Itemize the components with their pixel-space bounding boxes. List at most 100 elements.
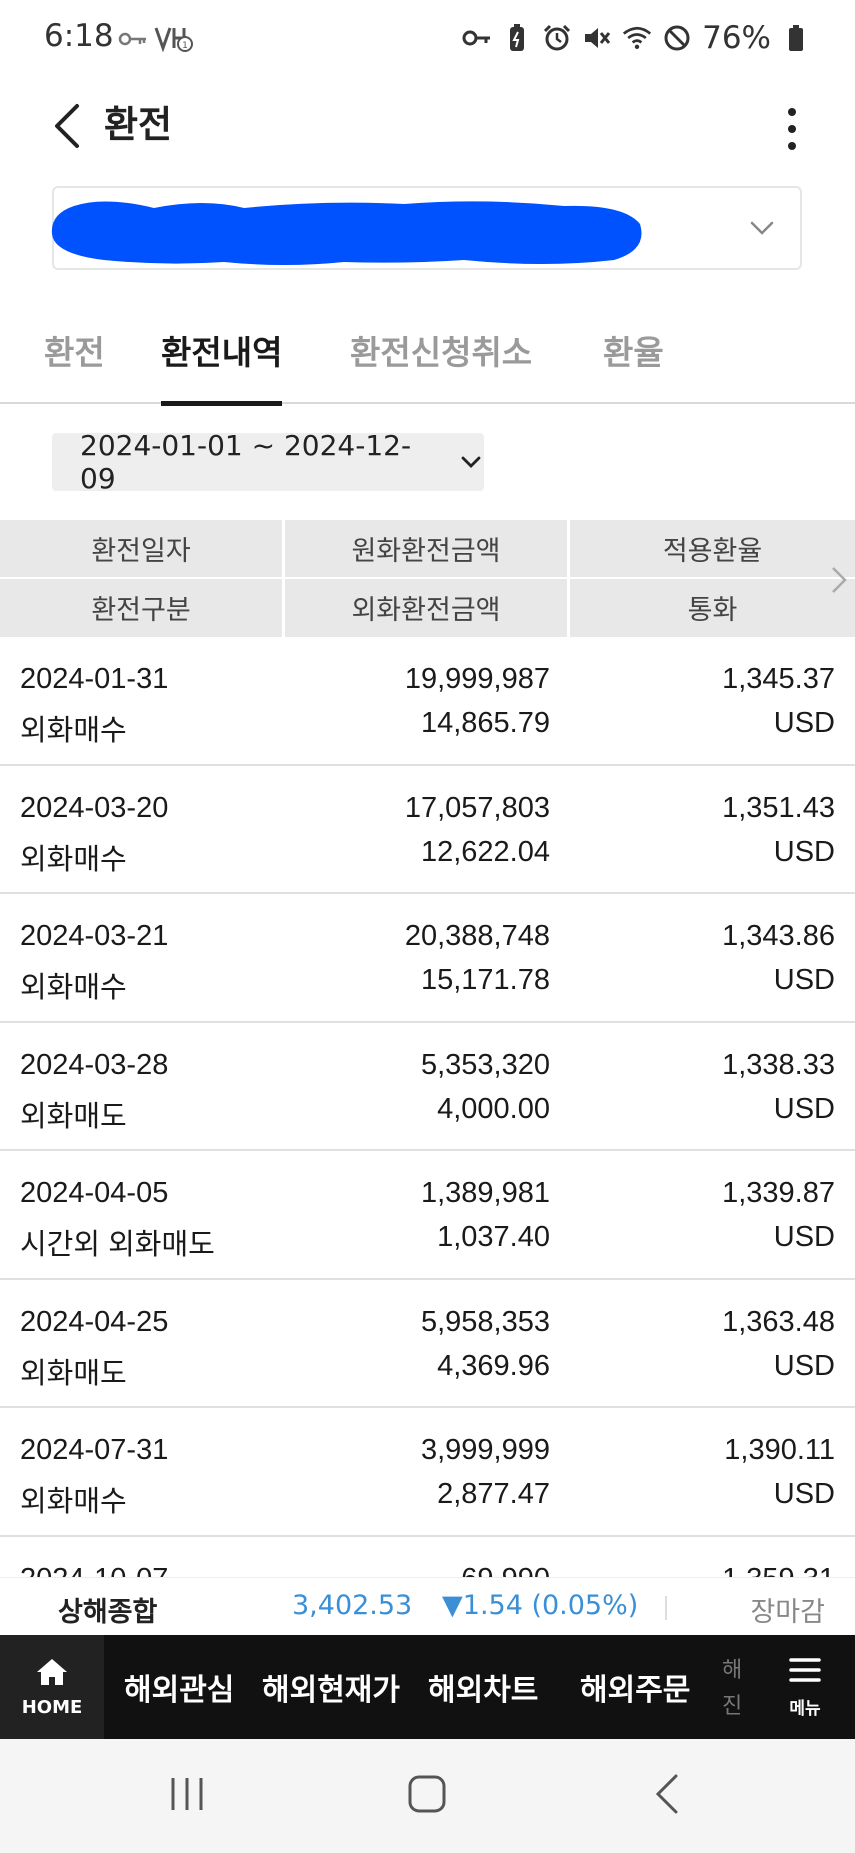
cell-type: 외화매도 [20,1100,127,1133]
volte-icon: 1 [154,24,194,58]
nav-item-overflow[interactable]: 해진 [722,1658,743,1719]
status-left-icons: 1 [118,24,194,58]
battery-saver-icon [502,23,532,53]
cell-date: 2024-03-20 [20,791,169,824]
cell-krw-amount: 1,389,981 [420,1177,550,1209]
redaction-mark [51,201,642,265]
cell-krw-amount: 5,353,320 [420,1048,550,1081]
battery-icon [781,23,811,53]
system-home-button[interactable] [402,1771,452,1821]
table-row[interactable]: 2024-01-31 외화매수 19,999,987 14,865.79 1,3… [0,637,855,766]
home-icon [35,1657,69,1691]
table-header-row-1: 환전일자 원화환전금액 적용환율 [0,520,855,577]
cell-date: 2024-10-07 [20,1563,168,1578]
date-range-label: 2024-01-01 ~ 2024-12-09 [80,429,412,495]
ticker-value: 3,402.53 [292,1590,413,1621]
table-row[interactable]: 2024-04-25 외화매도 5,958,353 4,369.96 1,363… [0,1280,855,1408]
column-separator [567,520,570,637]
more-vertical-icon-dot [788,142,796,150]
nav-item-overseas-watchlist[interactable]: 해외관심 [124,1673,235,1708]
cell-fx-amount: 15,171.78 [420,964,550,996]
system-back-button[interactable] [642,1771,692,1821]
nav-item-overseas-price[interactable]: 해외현재가 [262,1673,400,1708]
cell-rate: 1,343.86 [722,920,835,952]
cell-krw-amount: 69,990 [461,1563,550,1578]
cell-currency: USD [773,835,835,868]
table-row[interactable]: 2024-10-07 69,990 1,359.31 [0,1537,855,1578]
date-range-select[interactable]: 2024-01-01 ~ 2024-12-09 [52,429,484,495]
table-row[interactable]: 2024-03-28 외화매도 5,353,320 4,000.00 1,338… [0,1023,855,1151]
wifi-icon [622,23,652,53]
tab-exchange-cancel[interactable]: 환전신청취소 [350,333,533,372]
account-select[interactable] [51,186,802,270]
ticker-divider [665,1596,667,1620]
tab-bar: 환전 환전내역 환전신청취소 환율 [0,300,855,406]
back-chevron-icon [652,1772,682,1820]
mute-icon [582,23,612,53]
do-not-disturb-icon [662,23,692,53]
cell-currency: USD [773,1221,835,1253]
page-title: 환전 [104,103,173,146]
table-header-row-2: 환전구분 외화환전금액 통화 [0,579,855,636]
table-row[interactable]: 2024-04-05 시간외 외화매도 1,389,981 1,037.40 1… [0,1151,855,1280]
vpn-key-icon [462,23,492,53]
chevron-down-icon [458,449,484,475]
scroll-right-icon[interactable] [827,562,851,598]
back-button[interactable] [44,96,88,160]
table-row[interactable]: 2024-03-21 외화매수 20,388,748 15,171.78 1,3… [0,894,855,1023]
cell-currency: USD [773,964,835,996]
header-currency: 통화 [687,595,738,626]
cell-date: 2024-03-21 [20,920,169,952]
nav-item-overseas-order[interactable]: 해외주문 [580,1673,691,1708]
nav-menu-button[interactable]: 메뉴 [755,1635,855,1739]
index-ticker[interactable]: 상해종합 3,402.53 ▼1.54 (0.05%) 장마감 [0,1577,855,1635]
cell-rate: 1,339.87 [722,1177,835,1209]
battery-percentage: 76% [702,20,771,56]
header-krw-amount: 원화환전금액 [351,536,501,567]
cell-rate: 1,390.11 [724,1434,835,1466]
more-vertical-icon-dot [788,125,796,133]
cell-date: 2024-01-31 [20,663,169,695]
tab-exchange-history[interactable]: 환전내역 [161,326,283,406]
header-fx-amount: 외화환전금액 [351,595,501,626]
table-header: 환전일자 원화환전금액 적용환율 환전구분 외화환전금액 통화 [0,520,855,637]
chevron-down-icon [746,212,778,244]
ticker-market-status: 장마감 [750,1597,825,1628]
cell-type: 외화매수 [20,843,127,876]
table-row[interactable]: 2024-03-20 외화매수 17,057,803 12,622.04 1,3… [0,766,855,894]
tab-exchange[interactable]: 환전 [44,333,105,372]
cell-date: 2024-07-31 [20,1434,169,1466]
cell-krw-amount: 20,388,748 [404,920,550,952]
cell-fx-amount: 14,865.79 [420,707,550,739]
tab-exchange-rate[interactable]: 환율 [603,333,664,372]
more-vertical-icon [788,108,796,116]
cell-krw-amount: 17,057,803 [404,791,550,824]
cell-currency: USD [773,707,835,739]
cell-currency: USD [773,1478,835,1510]
header-divider [0,577,855,579]
cell-rate: 1,351.43 [722,791,835,824]
status-time: 6:18 [44,18,114,54]
cell-rate: 1,359.31 [722,1563,835,1578]
more-options-button[interactable] [767,94,817,164]
header-applied-rate: 적용환율 [662,536,763,567]
system-navigation-bar [0,1739,855,1853]
cell-rate: 1,345.37 [722,663,835,695]
nav-menu-label: 메뉴 [789,1698,821,1719]
ticker-change: ▼1.54 (0.05%) [442,1590,639,1621]
cell-date: 2024-04-05 [20,1177,169,1209]
alarm-icon [542,23,572,53]
status-bar: 6:18 1 76% [0,0,855,80]
recents-button[interactable] [162,1771,212,1821]
column-separator [282,520,285,637]
nav-home-button[interactable]: HOME [0,1635,104,1739]
cell-date: 2024-04-25 [20,1305,169,1338]
svg-text:1: 1 [182,41,188,51]
cell-type: 외화매수 [20,972,127,1004]
cell-krw-amount: 5,958,353 [420,1305,550,1338]
cell-type: 시간외 외화매도 [20,1229,215,1261]
cell-type: 외화매수 [20,715,127,747]
table-row[interactable]: 2024-07-31 외화매수 3,999,999 2,877.47 1,390… [0,1408,855,1537]
nav-item-overseas-chart[interactable]: 해외차트 [428,1673,539,1708]
cell-fx-amount: 1,037.40 [437,1221,550,1253]
